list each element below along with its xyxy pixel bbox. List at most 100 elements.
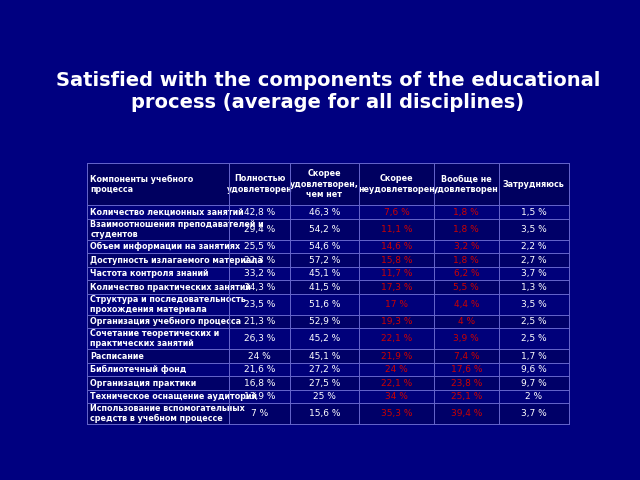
Text: 7 %: 7 % — [251, 409, 268, 418]
Text: 2,5 %: 2,5 % — [521, 334, 547, 343]
Bar — [88, 240, 568, 253]
Bar — [88, 205, 568, 219]
Bar — [88, 219, 568, 240]
Text: 25,5 %: 25,5 % — [244, 242, 275, 251]
Text: 17,3 %: 17,3 % — [381, 283, 412, 292]
Text: Количество лекционных занятий: Количество лекционных занятий — [90, 208, 244, 216]
Text: 21,3 %: 21,3 % — [244, 317, 275, 326]
Text: Сочетание теоретических и
практических занятий: Сочетание теоретических и практических з… — [90, 329, 220, 348]
Text: Скорее
удовлетворен,
чем нет: Скорее удовлетворен, чем нет — [290, 169, 359, 199]
Text: 25,1 %: 25,1 % — [451, 392, 482, 401]
Bar — [88, 253, 568, 267]
Text: 9,7 %: 9,7 % — [521, 379, 547, 387]
Text: 16,8 %: 16,8 % — [244, 379, 275, 387]
Text: 1,8 %: 1,8 % — [454, 225, 479, 234]
Text: Использование вспомогательных
средств в учебном процессе: Использование вспомогательных средств в … — [90, 404, 245, 423]
Text: 54,6 %: 54,6 % — [308, 242, 340, 251]
Bar — [88, 267, 568, 280]
Text: 7,4 %: 7,4 % — [454, 351, 479, 360]
Text: 2,5 %: 2,5 % — [521, 317, 547, 326]
Text: 3,7 %: 3,7 % — [521, 409, 547, 418]
Text: 27,2 %: 27,2 % — [308, 365, 340, 374]
Bar — [88, 315, 568, 328]
Text: 3,9 %: 3,9 % — [454, 334, 479, 343]
Text: 33,2 %: 33,2 % — [244, 269, 275, 278]
Bar — [88, 349, 568, 363]
Text: Количество практических занятий: Количество практических занятий — [90, 283, 252, 292]
Text: 39,4 %: 39,4 % — [451, 409, 482, 418]
Bar — [88, 403, 568, 424]
Text: 1,7 %: 1,7 % — [521, 351, 547, 360]
Text: 34,3 %: 34,3 % — [244, 283, 275, 292]
Text: 35,3 %: 35,3 % — [381, 409, 412, 418]
Text: 45,1 %: 45,1 % — [308, 351, 340, 360]
Text: 57,2 %: 57,2 % — [308, 256, 340, 264]
Text: 21,6 %: 21,6 % — [244, 365, 275, 374]
Text: 51,6 %: 51,6 % — [308, 300, 340, 309]
Text: 5,5 %: 5,5 % — [454, 283, 479, 292]
Text: Satisfied with the components of the educational
process (average for all discip: Satisfied with the components of the edu… — [56, 71, 600, 112]
Bar — [88, 390, 568, 403]
Text: 11,7 %: 11,7 % — [381, 269, 412, 278]
Bar — [88, 280, 568, 294]
Bar — [88, 294, 568, 315]
Bar — [88, 328, 568, 349]
Text: 26,3 %: 26,3 % — [244, 334, 275, 343]
Text: Организация практики: Организация практики — [90, 379, 196, 387]
Text: Структура и последовательность
прохождения материала: Структура и последовательность прохожден… — [90, 295, 246, 314]
Text: 6,2 %: 6,2 % — [454, 269, 479, 278]
Text: 24 %: 24 % — [248, 351, 271, 360]
Text: 3,5 %: 3,5 % — [521, 300, 547, 309]
Text: 3,7 %: 3,7 % — [521, 269, 547, 278]
Text: 7,6 %: 7,6 % — [384, 208, 410, 216]
Text: 22,1 %: 22,1 % — [381, 379, 412, 387]
Text: 14,6 %: 14,6 % — [381, 242, 412, 251]
Text: 52,9 %: 52,9 % — [308, 317, 340, 326]
Text: 11,1 %: 11,1 % — [381, 225, 412, 234]
Text: 23,8 %: 23,8 % — [451, 379, 482, 387]
Bar — [88, 376, 568, 390]
Text: 23,5 %: 23,5 % — [244, 300, 275, 309]
Text: 19,3 %: 19,3 % — [381, 317, 412, 326]
Text: Затрудняюсь: Затрудняюсь — [503, 180, 564, 189]
Text: Библиотечный фонд: Библиотечный фонд — [90, 365, 187, 374]
Text: 17,6 %: 17,6 % — [451, 365, 482, 374]
Text: 42,8 %: 42,8 % — [244, 208, 275, 216]
Text: Доступность излагаемого материала: Доступность излагаемого материала — [90, 256, 263, 264]
Text: 4 %: 4 % — [458, 317, 475, 326]
Text: Частота контроля знаний: Частота контроля знаний — [90, 269, 209, 278]
Text: 54,2 %: 54,2 % — [308, 225, 340, 234]
Text: 24 %: 24 % — [385, 365, 408, 374]
Text: 46,3 %: 46,3 % — [308, 208, 340, 216]
Text: 3,5 %: 3,5 % — [521, 225, 547, 234]
Text: Полностью
удовлетворен: Полностью удовлетворен — [227, 175, 292, 194]
Text: 3,2 %: 3,2 % — [454, 242, 479, 251]
Text: 2,7 %: 2,7 % — [521, 256, 547, 264]
Text: 27,5 %: 27,5 % — [308, 379, 340, 387]
Text: 45,2 %: 45,2 % — [308, 334, 340, 343]
Text: 1,8 %: 1,8 % — [454, 208, 479, 216]
Text: 4,4 %: 4,4 % — [454, 300, 479, 309]
Text: 15,8 %: 15,8 % — [381, 256, 412, 264]
Text: 25 %: 25 % — [313, 392, 336, 401]
Bar — [88, 363, 568, 376]
Text: Техническое оснащение аудиторий: Техническое оснащение аудиторий — [90, 392, 257, 401]
Text: Компоненты учебного
процесса: Компоненты учебного процесса — [90, 174, 194, 194]
Text: 21,9 %: 21,9 % — [381, 351, 412, 360]
Text: 17 %: 17 % — [385, 300, 408, 309]
Text: 34 %: 34 % — [385, 392, 408, 401]
Text: Организация учебного процесса: Организация учебного процесса — [90, 317, 241, 326]
Text: 22,1 %: 22,1 % — [381, 334, 412, 343]
Text: Расписание: Расписание — [90, 351, 144, 360]
Text: Вообще не
удовлетворен: Вообще не удовлетворен — [433, 175, 499, 194]
Text: 2,2 %: 2,2 % — [521, 242, 547, 251]
Text: 1,5 %: 1,5 % — [521, 208, 547, 216]
Text: Скорее
неудовлетворен: Скорее неудовлетворен — [358, 175, 435, 194]
Text: 41,5 %: 41,5 % — [308, 283, 340, 292]
Text: 22,3 %: 22,3 % — [244, 256, 275, 264]
Text: 15,6 %: 15,6 % — [308, 409, 340, 418]
Text: 1,8 %: 1,8 % — [454, 256, 479, 264]
Text: 45,1 %: 45,1 % — [308, 269, 340, 278]
Text: 2 %: 2 % — [525, 392, 542, 401]
Text: Взаимоотношения преподавателей и
студентов: Взаимоотношения преподавателей и студент… — [90, 220, 264, 239]
